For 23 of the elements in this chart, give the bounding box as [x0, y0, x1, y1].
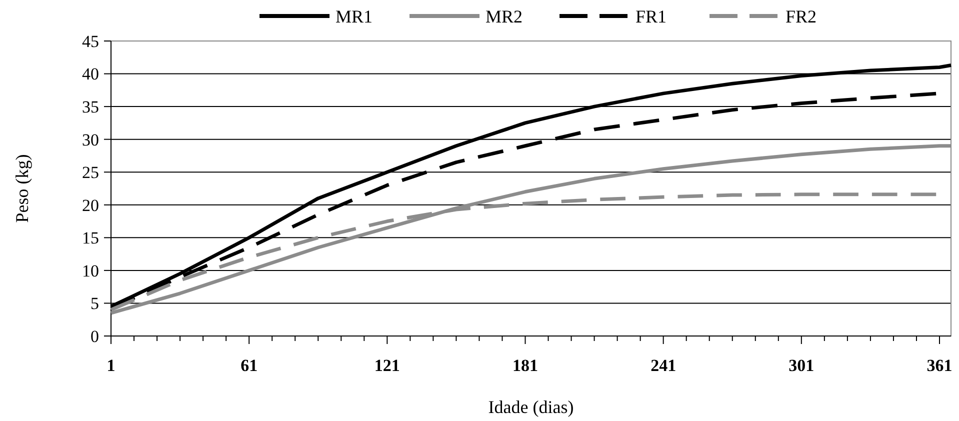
y-tick-label: 0 — [90, 326, 99, 346]
y-tick-label: 45 — [82, 32, 99, 51]
legend-label: FR1 — [636, 6, 667, 26]
y-axis-title: Peso (kg) — [12, 154, 32, 223]
x-axis-title: Idade (dias) — [488, 397, 574, 417]
legend-label: MR1 — [336, 6, 373, 26]
x-tick-label: 241 — [650, 356, 676, 375]
x-tick-label: 361 — [926, 356, 952, 375]
y-tick-label: 40 — [82, 64, 99, 84]
y-tick-label: 25 — [82, 163, 99, 182]
x-tick-label: 301 — [788, 356, 814, 375]
y-tick-label: 35 — [82, 98, 99, 117]
y-tick-label: 15 — [82, 228, 99, 248]
x-tick-label: 61 — [240, 356, 258, 375]
y-tick-label: 5 — [90, 294, 99, 314]
y-tick-label: 10 — [82, 261, 99, 280]
legend-label: FR2 — [786, 6, 817, 26]
x-tick-label: 121 — [374, 356, 400, 375]
legend-label: MR2 — [486, 6, 523, 26]
x-tick-label: 181 — [512, 356, 538, 375]
y-tick-label: 30 — [82, 130, 99, 150]
x-tick-label: 1 — [106, 356, 116, 375]
y-tick-label: 20 — [82, 196, 99, 215]
